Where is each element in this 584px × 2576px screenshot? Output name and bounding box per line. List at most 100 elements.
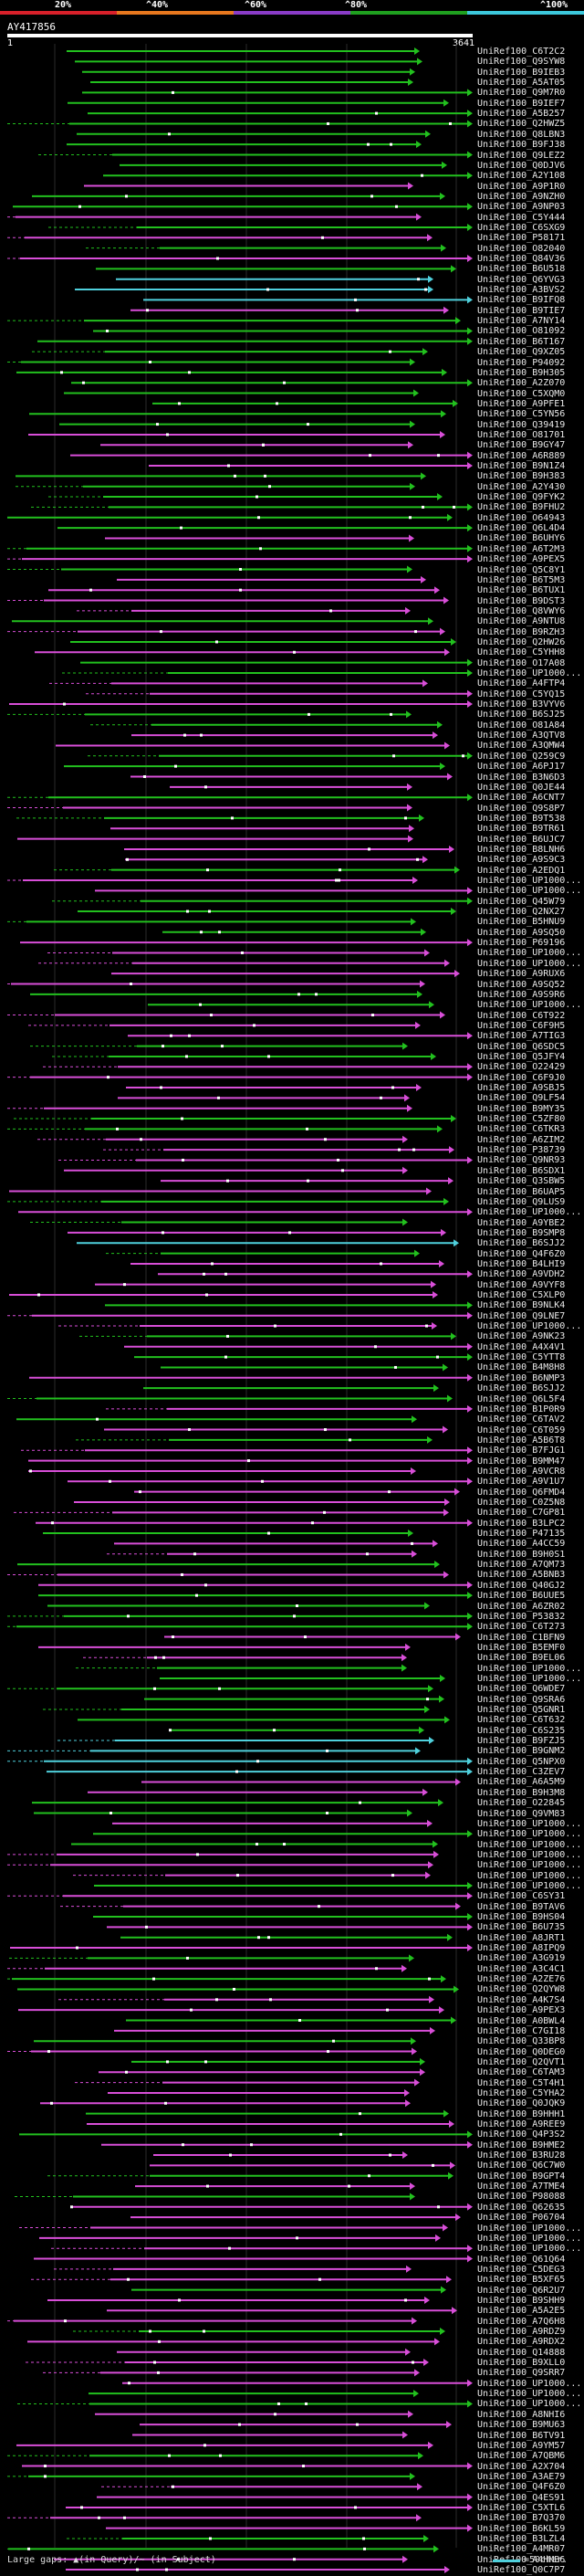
hit-label[interactable]: UniRef100_C6TKR3 bbox=[477, 1124, 566, 1135]
hit-label[interactable]: UniRef100_O22845 bbox=[477, 1798, 566, 1809]
hit-label[interactable]: UniRef100_B9GNM2 bbox=[477, 1746, 566, 1757]
hit-label[interactable]: UniRef100_A6T2M3 bbox=[477, 543, 566, 554]
hit-label[interactable]: UniRef100_Q14888 bbox=[477, 2347, 566, 2358]
hit-label[interactable]: UniRef100_A8IPQ9 bbox=[477, 1943, 566, 1954]
hit-label[interactable]: UniRef100_UP1000... bbox=[477, 1870, 582, 1881]
hit-label[interactable]: UniRef100_C6TAM3 bbox=[477, 2067, 566, 2078]
hit-label[interactable]: UniRef100_Q6WDE7 bbox=[477, 1684, 566, 1695]
hit-label[interactable]: UniRef100_Q45W79 bbox=[477, 896, 566, 907]
hit-label[interactable]: UniRef100_P06704 bbox=[477, 2213, 566, 2224]
hit-label[interactable]: UniRef100_B6TUX1 bbox=[477, 585, 566, 596]
hit-label[interactable]: UniRef100_UP1000... bbox=[477, 1663, 582, 1674]
hit-label[interactable]: UniRef100_B6SJ25 bbox=[477, 710, 566, 720]
hit-label[interactable]: UniRef100_A9NP03 bbox=[477, 202, 566, 213]
hit-label[interactable]: UniRef100_A3BVS2 bbox=[477, 285, 566, 296]
hit-label[interactable]: UniRef100_B5EMF0 bbox=[477, 1642, 566, 1653]
hit-label[interactable]: UniRef100_C5YQ15 bbox=[477, 689, 566, 699]
hit-label[interactable]: UniRef100_A6R889 bbox=[477, 450, 566, 461]
hit-label[interactable]: UniRef100_UP1000... bbox=[477, 886, 582, 897]
hit-label[interactable]: UniRef100_P38739 bbox=[477, 1145, 566, 1156]
hit-label[interactable]: UniRef100_Q6L5F4 bbox=[477, 1393, 566, 1404]
hit-label[interactable]: UniRef100_A6PJ17 bbox=[477, 762, 566, 773]
hit-label[interactable]: UniRef100_C7GP81 bbox=[477, 1508, 566, 1519]
hit-label[interactable]: UniRef100_A0BWL4 bbox=[477, 2015, 566, 2026]
hit-label[interactable]: UniRef100_P69196 bbox=[477, 938, 566, 949]
hit-label[interactable]: UniRef100_Q4ES91 bbox=[477, 2492, 566, 2503]
hit-label[interactable]: UniRef100_O81092 bbox=[477, 326, 566, 337]
hit-label[interactable]: UniRef100_A3C4C1 bbox=[477, 1963, 566, 1974]
hit-label[interactable]: UniRef100_Q62635 bbox=[477, 2202, 566, 2213]
hit-label[interactable]: UniRef100_Q3SBW5 bbox=[477, 1176, 566, 1187]
hit-label[interactable]: UniRef100_B6TV91 bbox=[477, 2430, 566, 2441]
hit-label[interactable]: UniRef100_B9FHU2 bbox=[477, 502, 566, 513]
hit-label[interactable]: UniRef100_B6SDX1 bbox=[477, 1165, 566, 1176]
hit-label[interactable]: UniRef100_C6F9H5 bbox=[477, 1020, 566, 1031]
hit-label[interactable]: UniRef100_B9GPT4 bbox=[477, 2171, 566, 2182]
hit-label[interactable]: UniRef100_A9REE9 bbox=[477, 2119, 566, 2129]
hit-label[interactable]: UniRef100_C6T273 bbox=[477, 1622, 566, 1633]
hit-label[interactable]: UniRef100_A9NTU8 bbox=[477, 616, 566, 627]
hit-label[interactable]: UniRef100_Q2QVT1 bbox=[477, 2056, 566, 2067]
hit-label[interactable]: UniRef100_C5YHA2 bbox=[477, 2087, 566, 2098]
hit-label[interactable]: UniRef100_A4FTP4 bbox=[477, 678, 566, 689]
hit-label[interactable]: UniRef100_A6ZR02 bbox=[477, 1601, 566, 1612]
hit-label[interactable]: UniRef100_B7FJG1 bbox=[477, 1446, 566, 1456]
hit-label[interactable]: UniRef100_UP1000... bbox=[477, 2244, 582, 2255]
hit-label[interactable]: UniRef100_B9EL06 bbox=[477, 1653, 566, 1664]
hit-label[interactable]: UniRef100_Q5C8Y1 bbox=[477, 564, 566, 575]
hit-label[interactable]: UniRef100_Q9M7R0 bbox=[477, 88, 566, 99]
hit-label[interactable]: UniRef100_A2X704 bbox=[477, 2461, 566, 2472]
hit-label[interactable]: UniRef100_Q9SYW8 bbox=[477, 57, 566, 68]
hit-label[interactable]: UniRef100_C5XTL6 bbox=[477, 2502, 566, 2513]
hit-label[interactable]: UniRef100_A4CC59 bbox=[477, 1539, 566, 1550]
hit-label[interactable]: UniRef100_B9DST3 bbox=[477, 595, 566, 606]
hit-label[interactable]: UniRef100_A9S9R6 bbox=[477, 989, 566, 1000]
hit-label[interactable]: UniRef100_A9SQ52 bbox=[477, 979, 566, 990]
hit-label[interactable]: UniRef100_Q6C7W0 bbox=[477, 2161, 566, 2171]
hit-label[interactable]: UniRef100_Q6YVG3 bbox=[477, 274, 566, 285]
hit-label[interactable]: UniRef100_C5XLP0 bbox=[477, 1290, 566, 1300]
hit-label[interactable]: UniRef100_C3ZEV7 bbox=[477, 1767, 566, 1778]
hit-label[interactable]: UniRef100_A7NY14 bbox=[477, 316, 566, 327]
hit-label[interactable]: UniRef100_Q2HW26 bbox=[477, 636, 566, 647]
hit-label[interactable]: UniRef100_C6T632 bbox=[477, 1715, 566, 1726]
hit-label[interactable]: UniRef100_B9TR61 bbox=[477, 824, 566, 835]
hit-label[interactable]: UniRef100_B7Q370 bbox=[477, 2513, 566, 2524]
hit-label[interactable]: UniRef100_O81701 bbox=[477, 429, 566, 440]
hit-label[interactable]: UniRef100_A9S9C3 bbox=[477, 855, 566, 866]
hit-label[interactable]: UniRef100_C7GI18 bbox=[477, 2025, 566, 2036]
hit-label[interactable]: UniRef100_P94092 bbox=[477, 357, 566, 368]
hit-label[interactable]: UniRef100_B3RU28 bbox=[477, 2150, 566, 2161]
hit-label[interactable]: UniRef100_O82040 bbox=[477, 243, 566, 254]
hit-label[interactable]: UniRef100_Q9FYK2 bbox=[477, 492, 566, 503]
hit-label[interactable]: UniRef100_Q8LBN3 bbox=[477, 129, 566, 140]
hit-label[interactable]: UniRef100_B9TAV6 bbox=[477, 1901, 566, 1912]
hit-label[interactable]: UniRef100_C5XQM0 bbox=[477, 388, 566, 399]
hit-label[interactable]: UniRef100_Q4P3S2 bbox=[477, 2129, 566, 2140]
hit-label[interactable]: UniRef100_A5B6T8 bbox=[477, 1435, 566, 1446]
hit-label[interactable]: UniRef100_B9IFQ8 bbox=[477, 295, 566, 306]
hit-label[interactable]: UniRef100_Q5NPX0 bbox=[477, 1756, 566, 1767]
hit-label[interactable]: UniRef100_A7TME4 bbox=[477, 2182, 566, 2192]
hit-label[interactable]: UniRef100_UP1000... bbox=[477, 2233, 582, 2244]
hit-label[interactable]: UniRef100_A9YM57 bbox=[477, 2440, 566, 2451]
hit-label[interactable]: UniRef100_B9XLL0 bbox=[477, 2358, 566, 2369]
hit-label[interactable]: UniRef100_A2Z070 bbox=[477, 378, 566, 389]
hit-label[interactable]: UniRef100_B6U735 bbox=[477, 1922, 566, 1933]
hit-label[interactable]: UniRef100_A5A2E5 bbox=[477, 2306, 566, 2317]
hit-label[interactable]: UniRef100_UP1000... bbox=[477, 958, 582, 969]
hit-label[interactable]: UniRef100_C6SY31 bbox=[477, 1891, 566, 1902]
hit-label[interactable]: UniRef100_UP1000... bbox=[477, 948, 582, 959]
hit-label[interactable]: UniRef100_A2EDQ1 bbox=[477, 865, 566, 876]
hit-label[interactable]: UniRef100_Q9XZ05 bbox=[477, 347, 566, 358]
hit-label[interactable]: UniRef100_A6CNT7 bbox=[477, 793, 566, 804]
hit-label[interactable]: UniRef100_A9YBE2 bbox=[477, 1217, 566, 1228]
hit-label[interactable]: UniRef100_B9FZJ5 bbox=[477, 1736, 566, 1747]
hit-label[interactable]: UniRef100_Q4F6Z0 bbox=[477, 1248, 566, 1259]
hit-label[interactable]: UniRef100_B9H3M8 bbox=[477, 1787, 566, 1798]
hit-label[interactable]: UniRef100_B4LHI9 bbox=[477, 1258, 566, 1269]
hit-label[interactable]: UniRef100_B3VYV6 bbox=[477, 699, 566, 710]
hit-label[interactable]: UniRef100_B6UJC7 bbox=[477, 834, 566, 845]
hit-label[interactable]: UniRef100_UP1000... bbox=[477, 2389, 582, 2400]
hit-label[interactable]: UniRef100_A4MR07 bbox=[477, 2544, 566, 2555]
